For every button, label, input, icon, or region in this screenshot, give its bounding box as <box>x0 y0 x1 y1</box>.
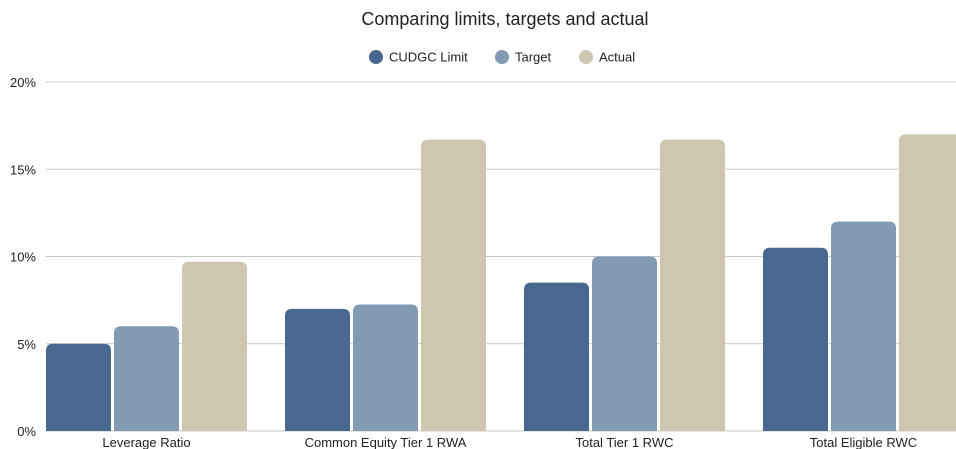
bar <box>831 221 896 431</box>
legend: CUDGC Limit Target Actual <box>369 50 635 65</box>
bar <box>524 282 589 431</box>
chart-title: Comparing limits, targets and actual <box>361 9 648 29</box>
y-tick-label: 10% <box>10 250 36 265</box>
bar <box>353 304 418 431</box>
y-tick-label: 0% <box>17 424 36 439</box>
x-axis: Leverage Ratio Common Equity Tier 1 RWA To… <box>102 435 917 449</box>
bar <box>592 256 657 431</box>
bars <box>46 134 956 431</box>
bar <box>763 247 828 431</box>
legend-swatch <box>369 50 383 64</box>
y-tick-label: 20% <box>10 75 36 90</box>
bar <box>660 139 725 431</box>
bar <box>285 308 350 431</box>
y-tick-label: 15% <box>10 162 36 177</box>
bar <box>421 139 486 431</box>
legend-swatch <box>579 50 593 64</box>
bar <box>114 326 179 431</box>
legend-label: CUDGC Limit <box>389 50 468 65</box>
x-tick-label: Leverage Ratio <box>102 435 190 449</box>
x-tick-label: Total Tier 1 RWC <box>575 435 673 449</box>
bar <box>46 343 111 431</box>
legend-label: Target <box>515 50 552 65</box>
x-tick-label: Total Eligible RWC <box>810 435 917 449</box>
bar <box>899 134 956 431</box>
y-axis: 0% 5% 10% 15% 20% <box>10 75 36 439</box>
bar <box>182 261 247 431</box>
x-tick-label: Common Equity Tier 1 RWA <box>305 435 467 449</box>
y-tick-label: 5% <box>17 337 36 352</box>
legend-label: Actual <box>599 50 635 65</box>
legend-swatch <box>495 50 509 64</box>
